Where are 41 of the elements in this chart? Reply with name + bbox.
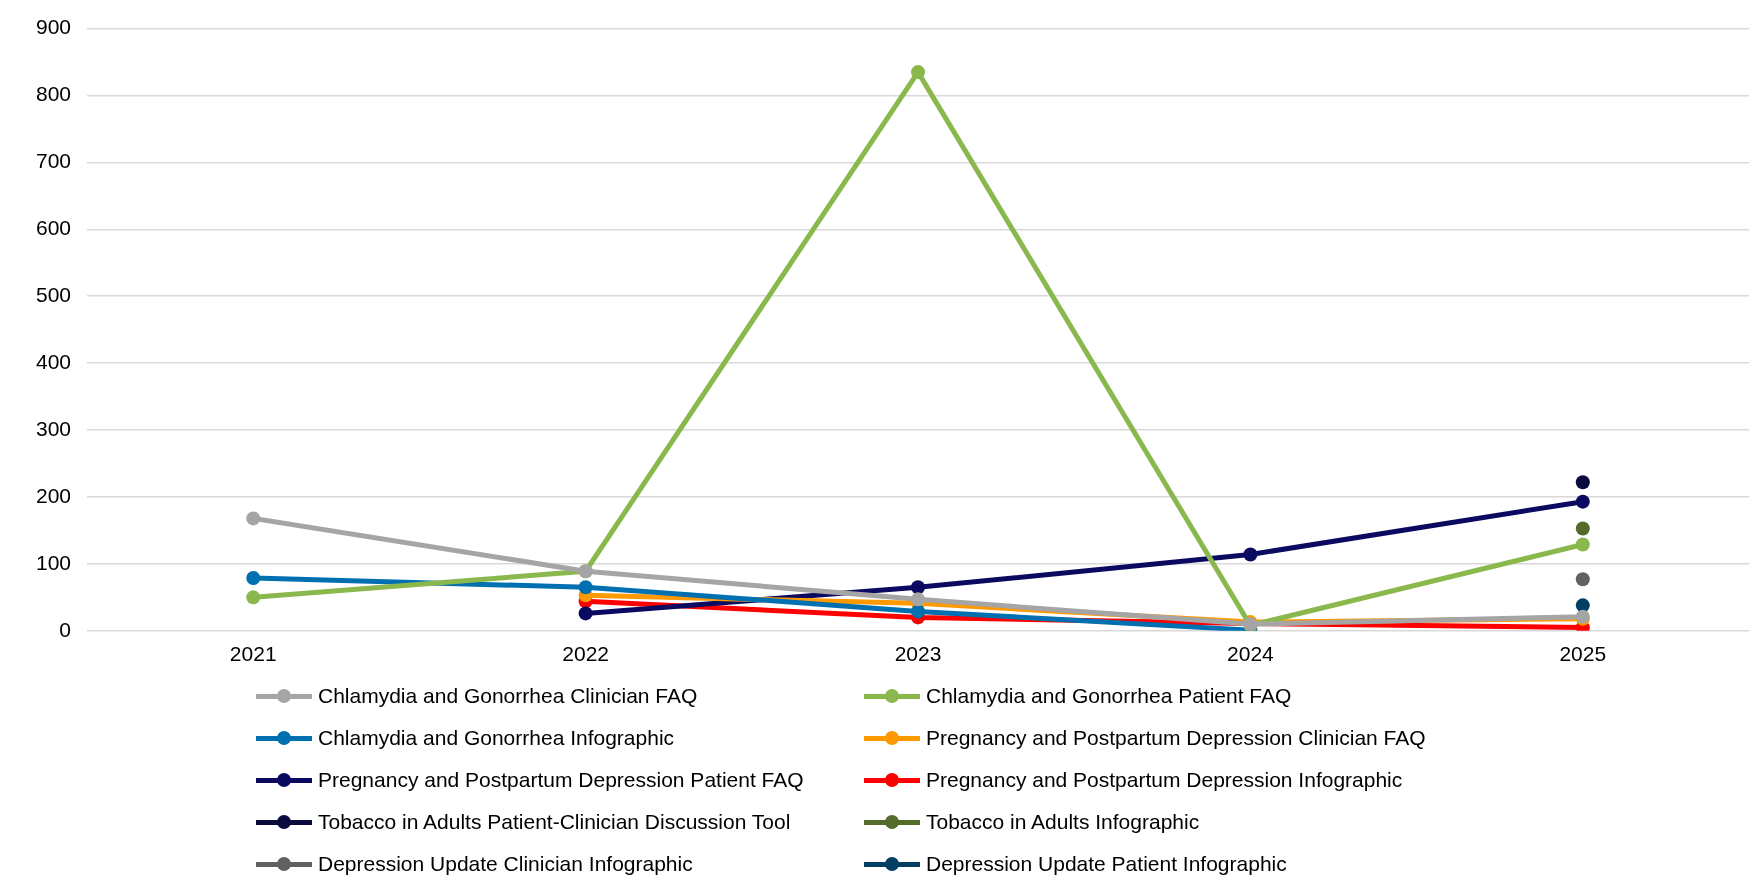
point (1575, 572, 1590, 587)
legend-label: Depression Update Clinician Infographic (318, 852, 693, 876)
legend-label: Chlamydia and Gonorrhea Patient FAQ (926, 684, 1292, 708)
point (911, 592, 926, 607)
y-tick-label: 100 (35, 550, 72, 574)
y-tick-label: 600 (35, 216, 72, 240)
point (1575, 494, 1590, 509)
y-tick-label: 200 (35, 483, 72, 507)
point (1575, 537, 1590, 552)
y-tick-label: 900 (35, 15, 72, 39)
y-tick-label: 700 (35, 149, 72, 173)
x-tick-label: 2024 (1227, 642, 1275, 666)
point (1575, 598, 1590, 613)
legend-label: Depression Update Patient Infographic (926, 852, 1287, 876)
y-tick-label: 400 (35, 349, 72, 373)
legend-label: Pregnancy and Postpartum Depression Clinician FAQ (926, 726, 1426, 750)
point (246, 570, 261, 585)
y-tick-label: 0 (59, 617, 72, 641)
y-tick-label: 800 (35, 82, 72, 106)
y-tick-label: 500 (35, 283, 72, 307)
x-tick-label: 2022 (562, 642, 609, 666)
point (246, 511, 261, 526)
legend-label: Chlamydia and Gonorrhea Clinician FAQ (318, 684, 698, 708)
y-tick-label: 300 (35, 416, 72, 440)
point (911, 604, 926, 619)
point (246, 590, 261, 605)
point (1243, 547, 1258, 562)
legend-label: Pregnancy and Postpartum Depression Infographic (926, 768, 1403, 792)
legend-label: Tobacco in Adults Patient-Clinician Discussion Tool (318, 810, 791, 834)
point (578, 606, 593, 621)
legend-label: Pregnancy and Postpartum Depression Patient FAQ (318, 768, 804, 792)
point (578, 580, 593, 595)
x-tick-label: 2023 (894, 642, 942, 666)
x-tick-label: 2021 (229, 642, 277, 666)
point (1575, 521, 1590, 536)
x-tick-label: 2025 (1559, 642, 1607, 666)
legend-label: Tobacco in Adults Infographic (926, 810, 1200, 834)
point (911, 65, 926, 80)
legend-label: Chlamydia and Gonorrhea Infographic (318, 726, 675, 750)
point (911, 580, 926, 595)
point (1575, 475, 1590, 490)
